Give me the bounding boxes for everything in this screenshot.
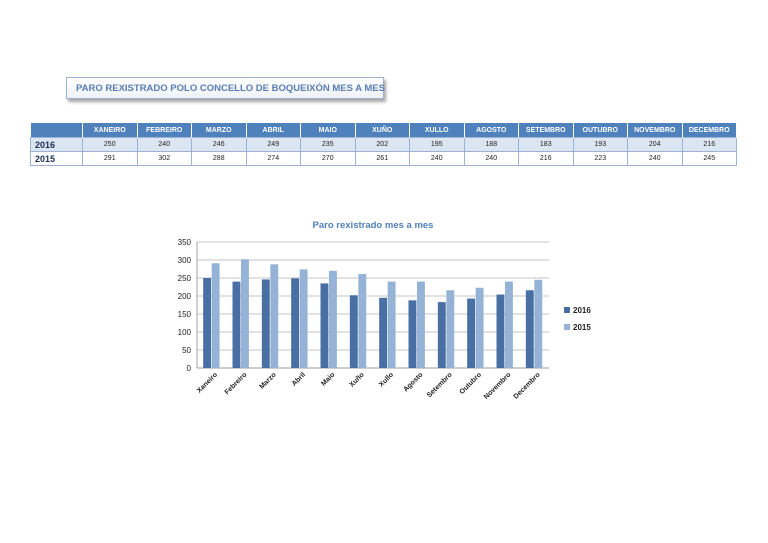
x-tick-label: Abril <box>291 371 307 387</box>
bar-2015 <box>417 281 425 368</box>
x-tick-label: Maio <box>320 371 336 387</box>
bar-2016 <box>320 283 329 368</box>
row-label: 2016 <box>30 137 83 152</box>
bar-2016 <box>203 278 212 368</box>
bar-2016 <box>525 290 534 368</box>
table-header-row: XANEIRO FEBREIRO MARZO ABRIL MAIO XUÑO XULLO AG… <box>30 123 737 138</box>
column-header: XULLO <box>409 123 465 138</box>
table-cell: 240 <box>136 137 192 152</box>
bar-2015 <box>241 259 249 368</box>
column-header: MAIO <box>300 123 356 138</box>
y-tick-label: 250 <box>178 274 192 283</box>
table-cell: 195 <box>409 137 465 152</box>
column-header: ABRIL <box>246 123 301 138</box>
bar-2016 <box>291 278 300 368</box>
column-header: XANEIRO <box>82 123 138 138</box>
y-tick-label: 350 <box>178 238 192 247</box>
table-cell: 240 <box>627 151 683 166</box>
bar-2015 <box>387 281 396 368</box>
table-row: 2016 250 240 246 249 235 202 195 188 183 193 204 216 <box>30 137 737 152</box>
bar-2015 <box>505 281 513 368</box>
x-tick-label: Xaneiro <box>196 371 219 394</box>
data-table: XANEIRO FEBREIRO MARZO ABRIL MAIO XUÑO XULLO AG… <box>30 123 737 166</box>
table-cell: 250 <box>82 137 138 152</box>
y-tick-label: 300 <box>178 256 192 265</box>
table-row: 2015 291 302 288 274 270 261 240 240 216 223 240 245 <box>30 151 737 166</box>
bar-2015 <box>475 287 484 368</box>
row-label: 2015 <box>30 151 83 166</box>
legend-swatch <box>564 307 570 313</box>
table-cell: 235 <box>300 137 356 152</box>
bar-2016 <box>349 295 358 368</box>
legend-label: 2015 <box>573 323 591 332</box>
column-header: OUTUBRO <box>573 123 628 138</box>
table-cell: 270 <box>300 151 356 166</box>
bar-2016 <box>437 302 446 368</box>
bar-2015 <box>446 290 455 368</box>
y-tick-label: 0 <box>187 364 192 373</box>
header-corner <box>30 123 83 138</box>
x-tick-label: Xullo <box>378 371 395 388</box>
table-cell: 245 <box>681 151 737 166</box>
bar-2016 <box>408 300 417 368</box>
bar-2015 <box>299 269 308 368</box>
x-tick-label: Decembro <box>513 371 542 400</box>
bar-2015 <box>270 264 279 368</box>
report-title: PARO REXISTRADO POLO CONCELLO DE BOQUEIX… <box>76 83 385 94</box>
column-header: DECEMBRO <box>682 123 737 138</box>
table-cell: 183 <box>518 137 574 152</box>
x-tick-label: Febreiro <box>224 371 249 396</box>
bar-2016 <box>232 281 241 368</box>
bar-2015 <box>534 279 543 368</box>
x-tick-label: Outubro <box>459 371 483 395</box>
y-tick-label: 50 <box>182 346 191 355</box>
bar-2016 <box>379 297 388 368</box>
table-cell: 249 <box>245 137 301 152</box>
legend-label: 2016 <box>573 306 591 315</box>
bar-2015 <box>211 263 220 368</box>
chart-title: Paro rexistrado mes a mes <box>313 220 434 231</box>
y-tick-label: 200 <box>178 292 192 301</box>
x-tick-label: Novembro <box>483 371 512 400</box>
legend-swatch <box>564 324 570 330</box>
x-tick-label: Marzo <box>258 371 277 390</box>
y-tick-label: 100 <box>178 328 192 337</box>
column-header: XUÑO <box>355 123 410 138</box>
report-title-box: PARO REXISTRADO POLO CONCELLO DE BOQUEIX… <box>66 77 385 99</box>
column-header: SETEMBRO <box>518 123 574 138</box>
bar-2016 <box>467 298 476 368</box>
table-cell: 302 <box>136 151 192 166</box>
table-cell: 216 <box>681 137 737 152</box>
y-tick-label: 150 <box>178 310 192 319</box>
column-header: AGOSTO <box>464 123 519 138</box>
x-tick-label: Setembro <box>426 371 454 399</box>
bar-2015 <box>329 270 337 368</box>
column-header: MARZO <box>191 123 247 138</box>
bar-2015 <box>358 274 367 368</box>
bar-2016 <box>496 294 505 368</box>
column-header: FEBREIRO <box>137 123 192 138</box>
column-header: NOVEMBRO <box>627 123 683 138</box>
x-tick-label: Agosto <box>402 371 424 393</box>
bar-2016 <box>261 279 270 368</box>
x-tick-label: Xuño <box>348 371 365 388</box>
